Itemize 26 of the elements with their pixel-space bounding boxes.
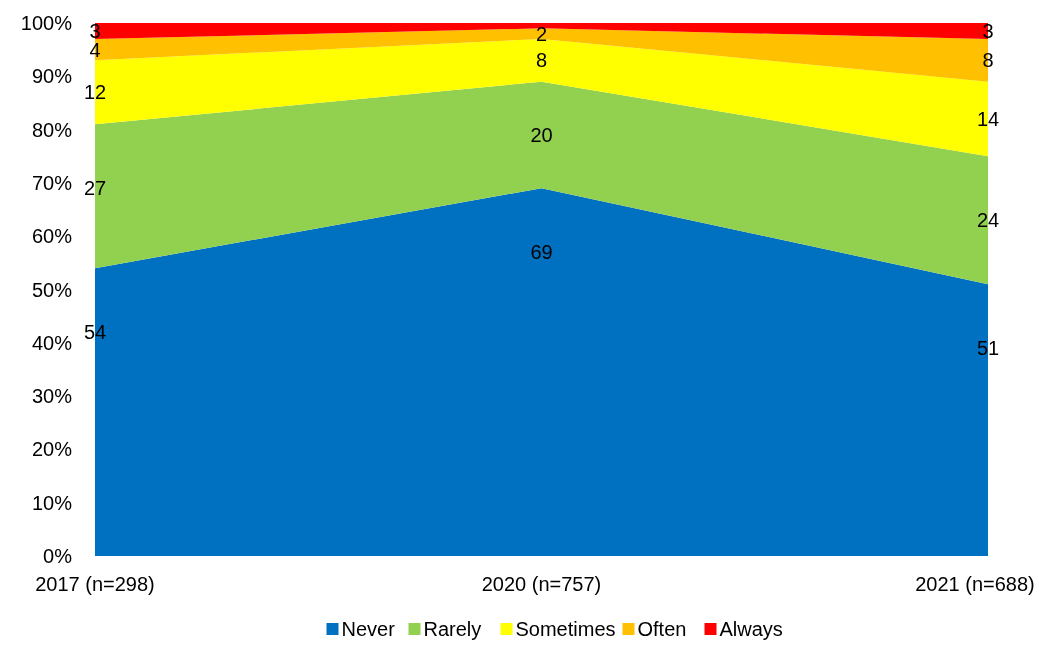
y-tick-label: 70% — [31, 171, 73, 194]
data-label: 8 — [982, 49, 994, 72]
y-tick-label: 40% — [31, 331, 73, 354]
y-tick-label: 10% — [31, 491, 73, 514]
x-tick-label: 2021 (n=688) — [915, 573, 1035, 595]
data-label: 12 — [83, 81, 107, 104]
y-tick-label: 0% — [43, 545, 73, 567]
y-tick-label: 100% — [20, 12, 73, 34]
y-tick-label: 50% — [31, 278, 73, 301]
legend-label: Never — [341, 618, 396, 640]
y-tick-label: 60% — [31, 225, 73, 248]
y-tick-label: 30% — [31, 385, 73, 408]
y-tick-label: 20% — [31, 438, 73, 461]
legend-label: Always — [719, 618, 783, 640]
data-label: 8 — [535, 49, 548, 72]
data-label: 3 — [982, 20, 994, 42]
x-tick-label: 2020 (n=757) — [481, 573, 602, 595]
x-tick-label: 2017 (n=298) — [35, 573, 155, 595]
data-label: 2 — [535, 22, 548, 45]
legend-label: Sometimes — [515, 618, 616, 640]
y-tick-label: 80% — [31, 118, 73, 141]
y-tick-label: 90% — [31, 65, 73, 88]
data-label: 20 — [530, 123, 553, 146]
data-label: 27 — [83, 177, 107, 200]
legend-label: Often — [637, 618, 687, 640]
legend-label: Rarely — [423, 618, 482, 640]
